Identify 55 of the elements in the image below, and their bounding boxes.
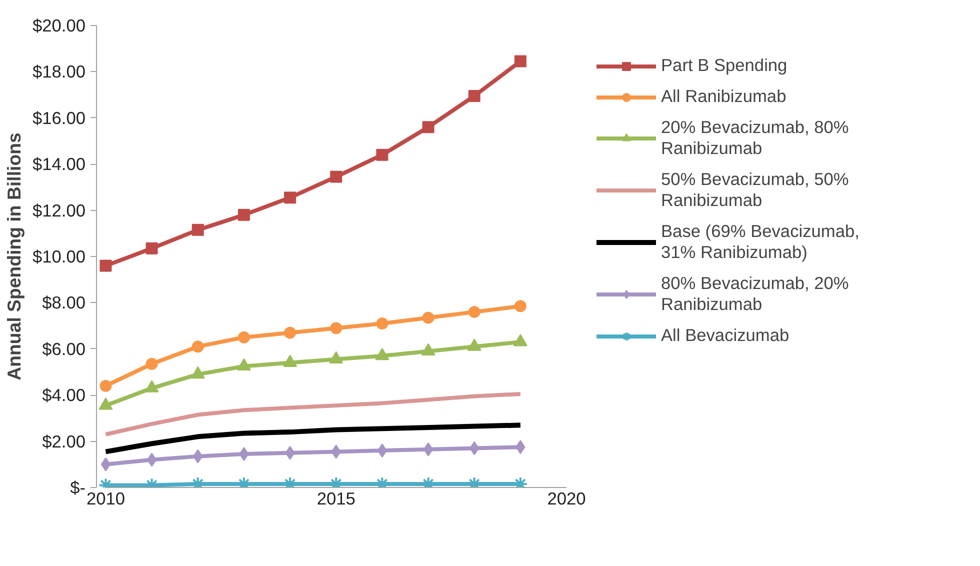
y-tick-label: $10.00	[32, 246, 86, 266]
point	[376, 148, 388, 161]
point	[100, 457, 111, 472]
legend-label: 80% Bevacizumab, 20% Ranibizumab	[661, 273, 849, 315]
point	[423, 442, 434, 456]
y-tick-label: $-	[70, 478, 86, 498]
point	[422, 312, 434, 324]
line-series	[104, 392, 522, 436]
point	[192, 340, 204, 353]
point	[144, 380, 159, 392]
point	[330, 170, 342, 183]
y-tick-label: $12.00	[32, 200, 86, 220]
point	[329, 351, 344, 364]
point	[514, 300, 526, 312]
point	[284, 192, 296, 204]
legend-label: 20% Bevacizumab, 80% Ranibizumab	[661, 117, 849, 159]
y-tick-label: $6.00	[42, 338, 86, 359]
y-tick-label: $16.00	[32, 108, 86, 128]
y-tick-label: $14.00	[32, 154, 86, 174]
y-tick-label: $18.00	[32, 62, 86, 82]
point	[146, 358, 158, 370]
legend-label: 50% Bevacizumab, 50% Ranibizumab	[661, 169, 849, 211]
point	[190, 366, 205, 379]
x-tick-label: 2015	[316, 488, 356, 508]
y-axis-title: Annual Spending in Billions	[4, 132, 24, 380]
point	[284, 326, 296, 339]
point	[238, 208, 250, 221]
point	[467, 338, 482, 351]
point	[330, 322, 342, 334]
point	[146, 242, 158, 254]
legend-label: All Bevacizumab	[661, 325, 790, 346]
point	[422, 121, 434, 134]
y-tick-label: $20.00	[32, 16, 86, 36]
y-tick-label: $4.00	[42, 385, 86, 406]
y-tick-label: $8.00	[42, 292, 86, 313]
x-tick-label: 2010	[86, 488, 126, 508]
legend-label: Base (69% Bevacizumab, 31% Ranibizumab)	[661, 221, 860, 263]
point	[192, 224, 204, 236]
point	[376, 318, 388, 330]
point	[514, 55, 526, 68]
y-tick-label: $2.00	[42, 431, 86, 452]
point	[375, 348, 390, 360]
point	[100, 260, 112, 272]
legend-label: Part B Spending	[661, 55, 788, 76]
point	[238, 331, 250, 344]
point	[283, 354, 298, 368]
point	[98, 397, 113, 410]
point	[513, 334, 528, 346]
point	[468, 90, 480, 102]
point	[468, 306, 480, 318]
point	[421, 343, 436, 356]
x-tick-label: 2020	[547, 488, 586, 508]
legend-label: All Ranibizumab	[661, 86, 786, 107]
point	[100, 380, 112, 392]
point	[236, 358, 251, 370]
